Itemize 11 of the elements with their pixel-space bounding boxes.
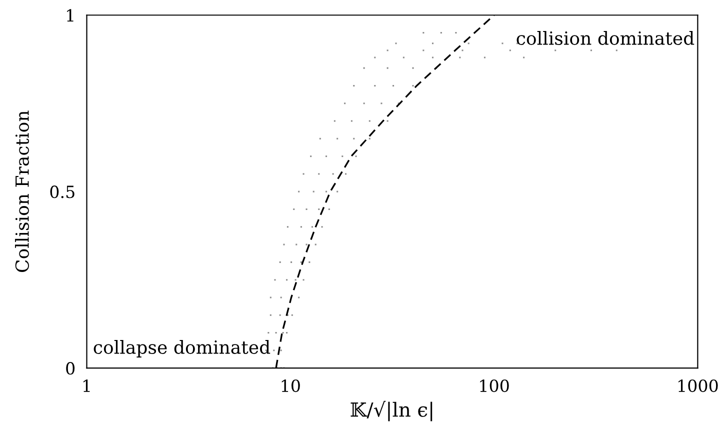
x-tick-label: 100 xyxy=(480,379,509,392)
x-tick-label: 1 xyxy=(83,379,90,392)
x-axis-title: 𝕂/√|ln ϵ| xyxy=(350,400,432,422)
annotation: collapse dominated xyxy=(94,340,270,358)
y-tick-label: 1 xyxy=(67,9,74,22)
y-axis-title: Collision Fraction xyxy=(15,110,29,272)
y-tick-label: 0.5 xyxy=(50,186,74,198)
x-tick-label: 10 xyxy=(282,379,300,392)
y-tick-label: 0 xyxy=(66,362,75,375)
annotation: collision dominated xyxy=(516,31,694,45)
x-tick-label: 1000 xyxy=(678,379,718,392)
